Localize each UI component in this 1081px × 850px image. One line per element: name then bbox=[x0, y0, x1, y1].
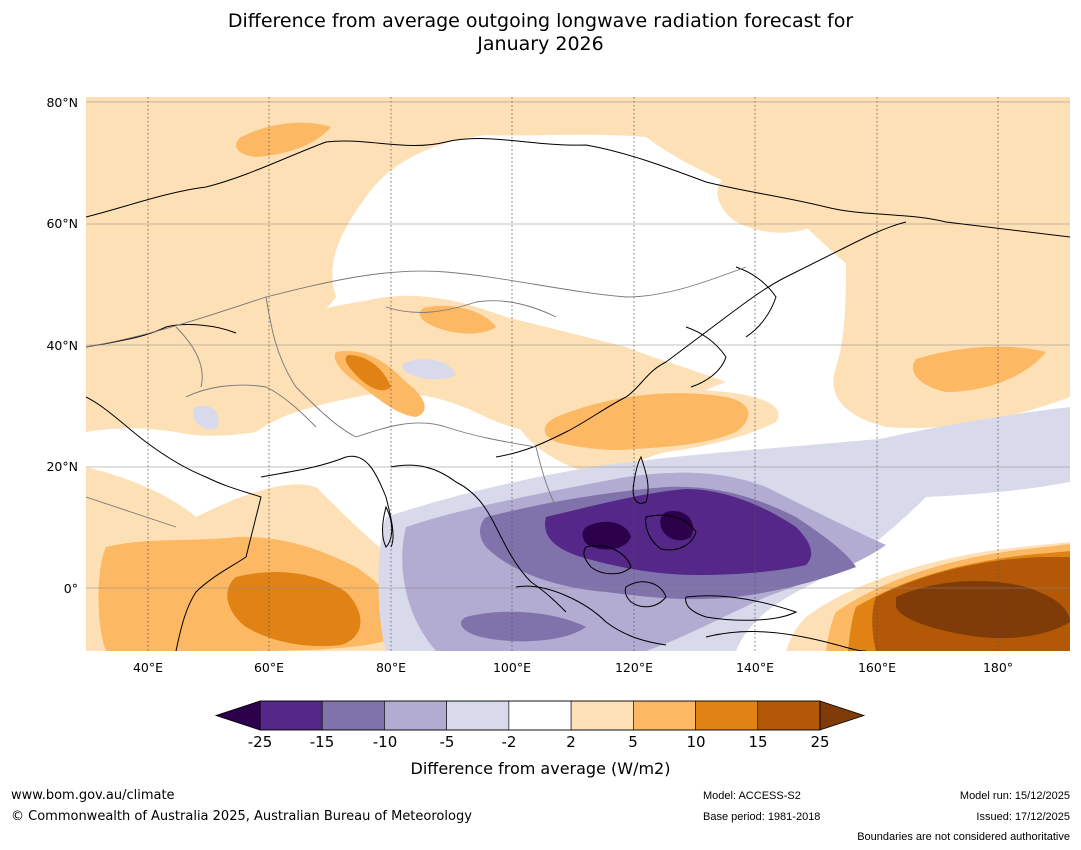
colorbar-cell-0 bbox=[259, 700, 323, 731]
lat-label-20n: 20°N bbox=[46, 459, 78, 474]
colorbar-frame bbox=[259, 700, 821, 731]
colorbar-tick-0: -25 bbox=[247, 733, 273, 751]
colorbar-label: Difference from average (W/m2) bbox=[410, 759, 671, 778]
lon-label-80e: 80°E bbox=[375, 660, 407, 675]
footer-url[interactable]: www.bom.gov.au/climate bbox=[11, 788, 175, 803]
lon-label-160e: 160°E bbox=[857, 660, 896, 675]
colorbar-tick-6: 5 bbox=[628, 733, 638, 751]
colorbar-tick-3: -5 bbox=[439, 733, 455, 751]
colorbar-cell-4 bbox=[508, 700, 572, 731]
anomaly-arabia-negative bbox=[192, 405, 219, 430]
anomaly-indian-ocean-strong bbox=[227, 572, 361, 647]
colorbar-tick-5: 2 bbox=[566, 733, 576, 751]
anomaly-china-moderate bbox=[544, 393, 749, 450]
lon-label-120e: 120°E bbox=[614, 660, 653, 675]
footer-model-run: Model run: 15/12/2025 bbox=[959, 790, 1070, 802]
anomaly-siberia-positive bbox=[717, 174, 826, 233]
footer-issued: Issued: 17/12/2025 bbox=[976, 811, 1070, 823]
chart-title-line-2: January 2026 bbox=[477, 33, 604, 55]
footer-disclaimer: Boundaries are not considered authoritat… bbox=[857, 831, 1070, 843]
lon-label-180: 180° bbox=[982, 660, 1014, 675]
lat-label-40n: 40°N bbox=[46, 338, 78, 353]
country-borders bbox=[86, 266, 747, 528]
colorbar-cell-6 bbox=[633, 700, 696, 731]
lon-label-100e: 100°E bbox=[492, 660, 531, 675]
lon-label-60e: 60°E bbox=[253, 660, 285, 675]
colorbar-cell-5 bbox=[570, 700, 634, 731]
anomaly-north-pacific-moderate bbox=[912, 346, 1046, 392]
anomaly-warm-pool-extreme-negative bbox=[582, 521, 631, 550]
chart-title-line-1: Difference from average outgoing longwav… bbox=[227, 10, 854, 32]
colorbar-tick-8: 15 bbox=[748, 733, 768, 751]
footer-model: Model: ACCESS-S2 bbox=[703, 790, 801, 802]
anomaly-arctic-coast-positive bbox=[86, 97, 1070, 347]
lat-label-80n: 80°N bbox=[46, 95, 78, 110]
anomaly-kara-sea-moderate bbox=[236, 122, 331, 157]
colorbar-over-arrow bbox=[819, 700, 866, 731]
anomaly-himalaya-strong bbox=[345, 355, 391, 391]
anomaly-philippines-extreme-negative bbox=[660, 511, 694, 541]
anomaly-pacific-band-negative bbox=[846, 407, 1070, 497]
colorbar-tick-4: -2 bbox=[501, 733, 517, 751]
lat-label-equator: 0° bbox=[63, 581, 78, 596]
coastlines bbox=[86, 138, 1070, 651]
colorbar-cell-2 bbox=[384, 700, 447, 731]
map-meridians bbox=[147, 97, 999, 651]
colorbar-cell-3 bbox=[446, 700, 510, 731]
colorbar-cell-7 bbox=[695, 700, 759, 731]
lat-label-60n: 60°N bbox=[46, 216, 78, 231]
colorbar-cell-8 bbox=[757, 700, 821, 731]
anomaly-mongolia-moderate bbox=[419, 305, 496, 334]
colorbar bbox=[214, 700, 866, 731]
colorbar-tick-2: -10 bbox=[372, 733, 398, 751]
anomaly-pacific-extreme bbox=[896, 581, 1070, 639]
colorbar-tick-1: -15 bbox=[309, 733, 335, 751]
anomaly-java-negative bbox=[461, 611, 586, 642]
colorbar-cell-1 bbox=[321, 700, 385, 731]
anomaly-tibet-negative bbox=[402, 359, 456, 380]
map-gridlines bbox=[86, 101, 1070, 589]
footer-copyright: © Commonwealth of Australia 2025, Austra… bbox=[11, 809, 472, 824]
colorbar-tick-9: 25 bbox=[810, 733, 830, 751]
footer-base-period: Base period: 1981-2018 bbox=[703, 811, 821, 823]
colorbar-tick-7: 10 bbox=[686, 733, 706, 751]
olr-anomaly-map bbox=[86, 97, 1070, 651]
lon-label-140e: 140°E bbox=[735, 660, 774, 675]
colorbar-under-arrow bbox=[214, 700, 261, 731]
lon-label-40e: 40°E bbox=[132, 660, 164, 675]
